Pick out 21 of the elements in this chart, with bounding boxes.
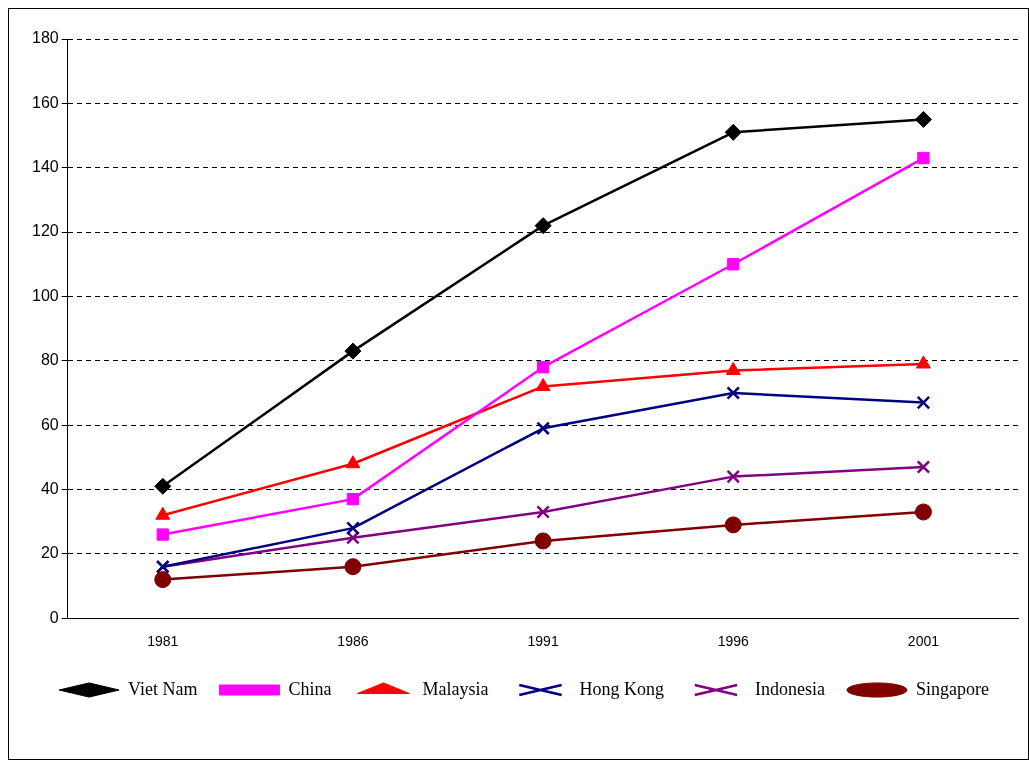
y-tick-label: 20 xyxy=(40,544,59,562)
x-tick-label: 2001 xyxy=(907,633,940,650)
legend-label: Malaysia xyxy=(422,678,489,699)
legend-label: Hong Kong xyxy=(579,678,664,699)
x-tick-label: 1996 xyxy=(717,633,750,650)
x-tick-label: 1986 xyxy=(337,633,369,650)
y-tick-label: 80 xyxy=(40,351,59,369)
y-tick-label: 100 xyxy=(31,286,59,304)
x-tick-label: 1981 xyxy=(147,633,179,650)
y-tick-label: 40 xyxy=(40,479,59,497)
legend-label: Singapore xyxy=(915,678,989,699)
x-tick-label: 1991 xyxy=(527,633,559,650)
y-tick-label: 160 xyxy=(31,93,59,111)
legend-label: Viet Nam xyxy=(128,678,198,699)
legend-label: Indonesia xyxy=(754,678,825,699)
legend-label: China xyxy=(288,678,332,699)
y-tick-label: 0 xyxy=(49,608,59,626)
y-tick-label: 60 xyxy=(40,415,59,433)
y-tick-label: 120 xyxy=(31,222,59,240)
y-tick-label: 140 xyxy=(31,158,59,176)
y-tick-label: 180 xyxy=(31,29,59,47)
